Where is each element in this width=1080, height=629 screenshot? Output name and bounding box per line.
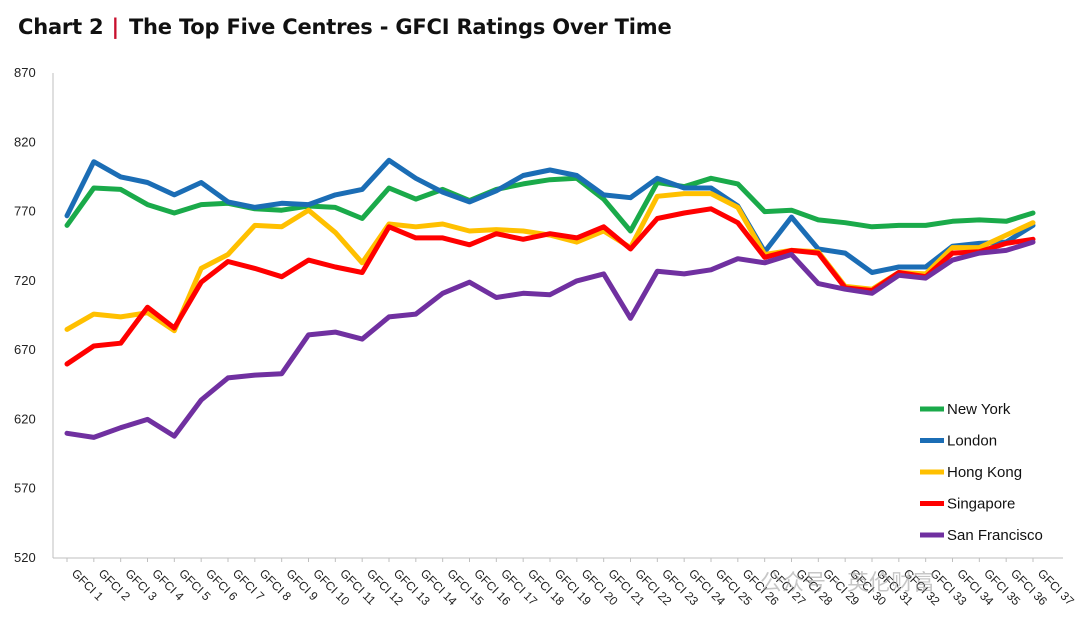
series-line-singapore — [64, 206, 1036, 367]
legend: New York London Hong Kong Singapore San Fran… — [920, 401, 1043, 544]
y-axis-ticks: 520 570 620 670 720 770 820 870 — [14, 65, 36, 565]
legend-label-london: London — [947, 433, 997, 450]
y-tick-label: 720 — [14, 273, 36, 288]
series-line-new-york — [64, 175, 1036, 234]
legend-label-singapore: Singapore — [947, 496, 1015, 513]
watermark-text: 公众号 · 英伦财富 — [760, 571, 935, 596]
legend-label-san-francisco: San Francisco — [947, 527, 1043, 544]
y-tick-label: 770 — [14, 204, 36, 219]
series-line-san-francisco — [64, 239, 1036, 440]
y-tick-label: 570 — [14, 481, 36, 496]
series-line-london — [64, 157, 1036, 275]
chart-axes — [52, 73, 1063, 559]
y-tick-label: 870 — [14, 65, 36, 80]
chart-title: The Top Five Centres - GFCI Ratings Over… — [128, 15, 672, 39]
chart-number: Chart 2 — [18, 15, 104, 39]
y-tick-label: 820 — [14, 134, 36, 149]
legend-label-hong-kong: Hong Kong — [947, 464, 1022, 481]
chart-title-row: Chart 2 | The Top Five Centres - GFCI Ra… — [18, 10, 672, 44]
series-lines — [64, 157, 1036, 440]
series-line-hong-kong — [64, 191, 1036, 334]
legend-label-new-york: New York — [947, 401, 1011, 418]
y-tick-label: 670 — [14, 342, 36, 357]
title-separator: | — [111, 15, 119, 39]
y-tick-label: 520 — [14, 550, 36, 565]
y-tick-label: 620 — [14, 411, 36, 426]
